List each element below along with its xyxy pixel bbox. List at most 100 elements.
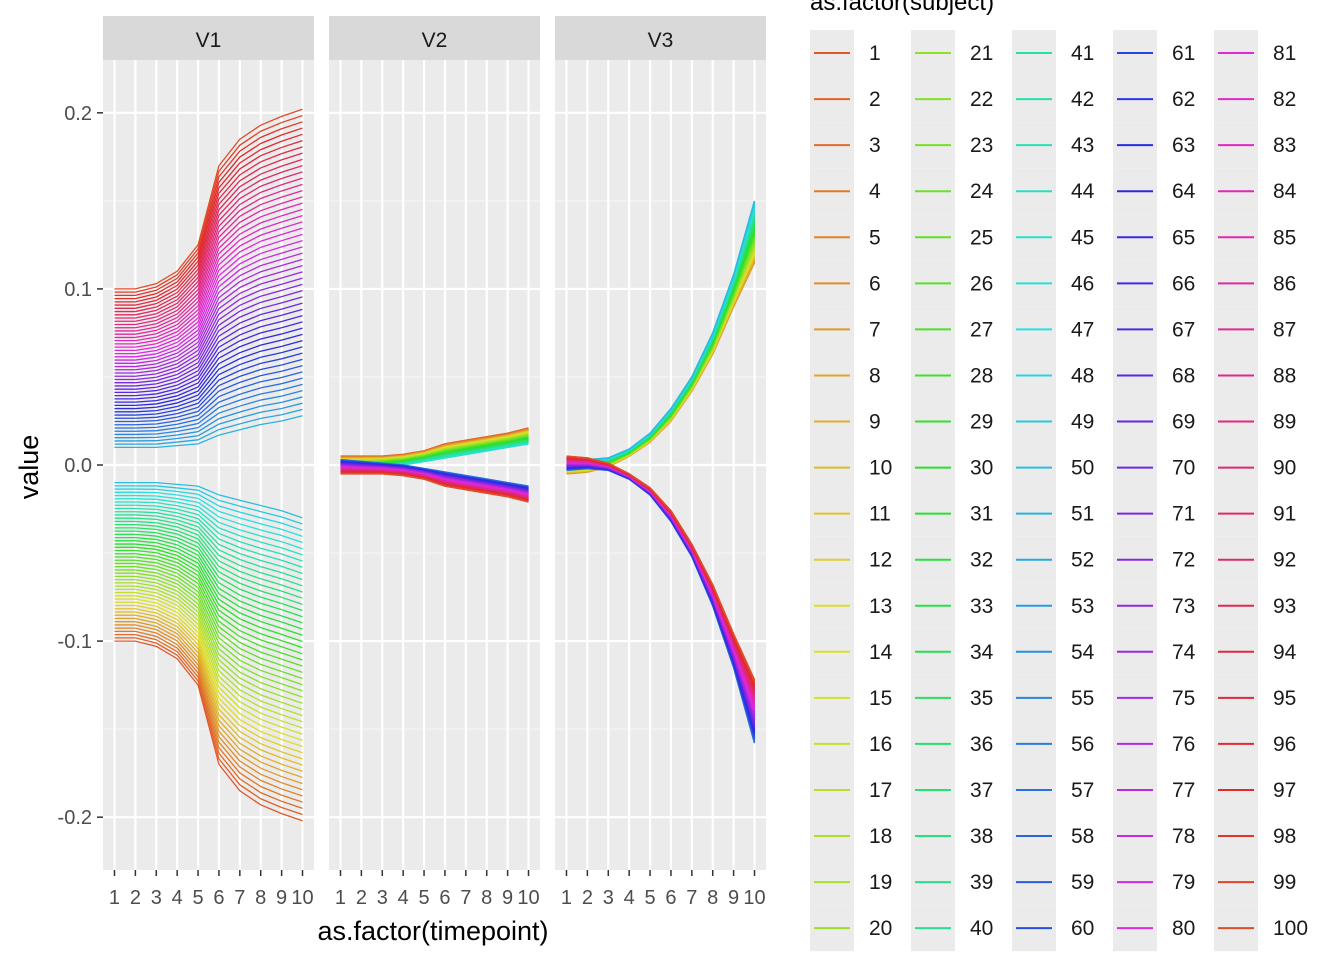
legend-entry-label: 6 bbox=[869, 272, 881, 295]
legend-entry-label: 29 bbox=[970, 411, 993, 434]
series-line-V1-subject-22 bbox=[114, 572, 303, 692]
series-line-V1-subject-83 bbox=[114, 214, 303, 345]
series-line-V1-subject-25 bbox=[114, 562, 303, 673]
legend-entry-label: 50 bbox=[1071, 457, 1094, 480]
series-line-V1-subject-51 bbox=[114, 415, 303, 449]
legend-layer: 1234567891011121314151617181920212223242… bbox=[810, 30, 1308, 952]
series-line-V1-subject-7 bbox=[114, 621, 303, 785]
series-line-V1-subject-12 bbox=[114, 604, 303, 754]
series-line-V1-subject-24 bbox=[114, 566, 303, 680]
facet-label-V3: V3 bbox=[648, 29, 674, 52]
series-line-V1-subject-82 bbox=[114, 221, 303, 348]
legend-entry-label: 42 bbox=[1071, 88, 1094, 111]
legend-entry-label: 53 bbox=[1071, 595, 1094, 618]
series-line-V1-subject-20 bbox=[114, 578, 303, 704]
legend-entry-label: 34 bbox=[970, 641, 994, 664]
series-line-V1-subject-62 bbox=[114, 346, 303, 413]
series-line-V1-subject-36 bbox=[114, 527, 303, 605]
x-tick-label: 4 bbox=[624, 887, 635, 909]
facet-strip-V3 bbox=[555, 16, 766, 60]
series-line-V1-subject-74 bbox=[114, 271, 303, 374]
x-tick-label: 7 bbox=[686, 887, 697, 909]
series-line-V1-subject-45 bbox=[114, 498, 303, 550]
legend-entry-label: 20 bbox=[869, 917, 892, 940]
legend-entry-label: 28 bbox=[970, 364, 993, 387]
y-tick-label: 0.1 bbox=[64, 279, 92, 301]
x-tick-label: 9 bbox=[728, 887, 739, 909]
legend-entry-label: 40 bbox=[970, 917, 993, 940]
legend-entry-label: 51 bbox=[1071, 503, 1094, 526]
legend-entry-label: 26 bbox=[970, 272, 993, 295]
legend-entry-label: 54 bbox=[1071, 641, 1095, 664]
legend-entry-label: 97 bbox=[1273, 779, 1296, 802]
axes-layer: 0.20.10.0-0.1-0.21 2 3 4 5 6 7 8 9 10 1 2 3 4 5 6 7 8 9 10 1… bbox=[58, 103, 766, 909]
series-line-V3-subject-50 bbox=[566, 200, 756, 461]
series-line-V1-subject-31 bbox=[114, 543, 303, 636]
legend-entry-label: 81 bbox=[1273, 42, 1296, 65]
series-line-V1-subject-76 bbox=[114, 258, 303, 368]
series-line-V1-subject-33 bbox=[114, 536, 303, 624]
x-tick-label: 10 bbox=[743, 887, 765, 909]
series-line-V1-subject-70 bbox=[114, 296, 303, 387]
series-line-V1-subject-81 bbox=[114, 227, 303, 352]
series-line-V1-subject-29 bbox=[114, 549, 303, 649]
legend-entry-label: 35 bbox=[970, 687, 993, 710]
legend-entry-label: 5 bbox=[869, 226, 881, 249]
legend-entry-label: 73 bbox=[1172, 595, 1195, 618]
legend-entry-label: 16 bbox=[869, 733, 892, 756]
legend-entry-label: 3 bbox=[869, 134, 881, 157]
series-line-V1-subject-67 bbox=[114, 315, 303, 397]
x-tick-label: 8 bbox=[481, 887, 492, 909]
legend-entry-label: 25 bbox=[970, 226, 993, 249]
series-line-V3-subject-100 bbox=[566, 455, 756, 681]
series-line-V1-subject-88 bbox=[114, 183, 303, 329]
legend-entry-label: 84 bbox=[1273, 180, 1297, 203]
legend-entry-label: 46 bbox=[1071, 272, 1094, 295]
x-tick-label: 4 bbox=[172, 887, 183, 909]
series-line-V1-subject-57 bbox=[114, 377, 303, 429]
legend-title: as.factor(subject) bbox=[810, 0, 994, 16]
legend-entry-label: 15 bbox=[869, 687, 892, 710]
series-line-V1-subject-48 bbox=[114, 488, 303, 531]
series-line-V1-subject-8 bbox=[114, 617, 303, 779]
legend-entry-label: 12 bbox=[869, 549, 892, 572]
x-tick-label: 5 bbox=[644, 887, 655, 909]
legend-entry-label: 41 bbox=[1071, 42, 1094, 65]
x-tick-label: 2 bbox=[356, 887, 367, 909]
x-tick-label: 3 bbox=[151, 887, 162, 909]
series-line-V1-subject-27 bbox=[114, 556, 303, 661]
series-line-V1-subject-53 bbox=[114, 402, 303, 442]
facet-label-V1: V1 bbox=[196, 29, 222, 52]
series-line-V1-subject-91 bbox=[114, 164, 303, 319]
series-line-V1-subject-54 bbox=[114, 396, 303, 439]
legend-entry-label: 95 bbox=[1273, 687, 1296, 710]
legend-entry-label: 14 bbox=[869, 641, 893, 664]
facet-strip-V2 bbox=[329, 16, 540, 60]
series-line-V1-subject-43 bbox=[114, 504, 303, 562]
series-line-V1-subject-42 bbox=[114, 507, 303, 568]
x-tick-label: 4 bbox=[398, 887, 409, 909]
y-tick-label: 0.0 bbox=[64, 455, 92, 477]
legend-entry-label: 48 bbox=[1071, 364, 1094, 387]
legend-entry-label: 55 bbox=[1071, 687, 1094, 710]
x-tick-label: 3 bbox=[603, 887, 614, 909]
legend-entry-label: 69 bbox=[1172, 411, 1195, 434]
series-line-V1-subject-47 bbox=[114, 491, 303, 537]
series-line-V1-subject-69 bbox=[114, 302, 303, 390]
legend-entry-label: 94 bbox=[1273, 641, 1297, 664]
series-line-V1-subject-84 bbox=[114, 208, 303, 342]
legend-entry-label: 61 bbox=[1172, 42, 1195, 65]
x-tick-label: 8 bbox=[255, 887, 266, 909]
series-line-V1-subject-11 bbox=[114, 608, 303, 760]
x-tick-label: 8 bbox=[707, 887, 718, 909]
legend-entry-label: 37 bbox=[970, 779, 993, 802]
series-line-V1-subject-28 bbox=[114, 553, 303, 655]
legend-entry-label: 63 bbox=[1172, 134, 1195, 157]
series-line-V1-subject-68 bbox=[114, 308, 303, 394]
legend-entry-label: 96 bbox=[1273, 733, 1296, 756]
legend-entry-label: 23 bbox=[970, 134, 993, 157]
legend-entry-label: 11 bbox=[869, 503, 891, 526]
series-line-V1-subject-94 bbox=[114, 146, 303, 309]
legend-entry-label: 79 bbox=[1172, 871, 1195, 894]
